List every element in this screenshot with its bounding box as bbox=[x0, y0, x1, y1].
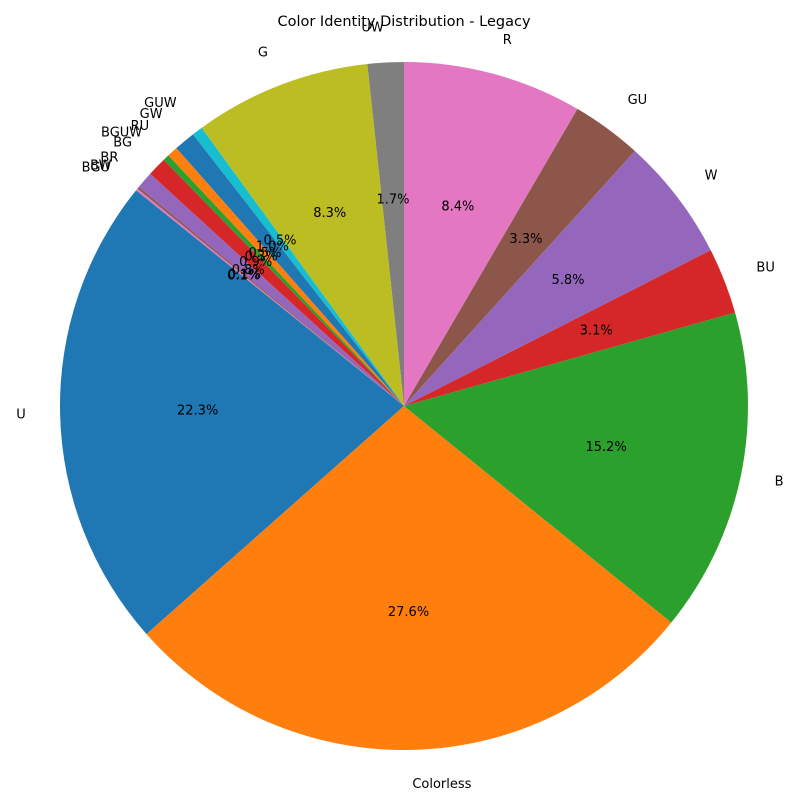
labels-layer: UW1.7%G8.3%GUW0.5%GW1.0%RU0.5%BGUW0.3%BG… bbox=[16, 21, 783, 792]
pie-slice-g bbox=[201, 63, 404, 407]
pie-slice-guw bbox=[192, 127, 404, 406]
pie-slice-r bbox=[404, 62, 578, 406]
slice-label-uw: UW bbox=[361, 21, 384, 36]
pct-label-bgu: 0.1% bbox=[227, 269, 260, 284]
pct-label-br: 0.8% bbox=[232, 263, 265, 278]
pie-slice-w bbox=[404, 151, 711, 406]
pie-slice-bw bbox=[137, 186, 404, 406]
slice-label-bu: BU bbox=[756, 261, 774, 276]
pct-label-gu: 3.3% bbox=[509, 232, 542, 247]
slice-label-br: BR bbox=[100, 150, 118, 165]
pie-slice-b bbox=[404, 312, 748, 623]
pie-slice-u bbox=[59, 190, 405, 635]
pct-label-colorless: 27.6% bbox=[388, 605, 429, 620]
pct-label-bguw: 0.3% bbox=[245, 249, 278, 264]
pct-label-g: 8.3% bbox=[313, 206, 346, 221]
slice-label-gu: GU bbox=[628, 93, 648, 108]
pie-slice-ru bbox=[168, 148, 404, 406]
pct-label-gw: 1.0% bbox=[256, 240, 289, 255]
pie-slice-gu bbox=[404, 108, 635, 406]
slice-label-guw: GUW bbox=[144, 96, 177, 111]
pct-label-ru: 0.5% bbox=[248, 246, 281, 261]
pie-slice-bguw bbox=[163, 155, 404, 406]
slice-label-gw: GW bbox=[140, 107, 163, 122]
slice-label-g: G bbox=[258, 45, 268, 60]
slice-label-bw: BW bbox=[90, 158, 111, 173]
pct-label-bu: 3.1% bbox=[580, 323, 613, 338]
slice-label-b: B bbox=[775, 475, 784, 490]
slice-label-r: R bbox=[503, 33, 512, 48]
pie-slice-bu bbox=[404, 250, 736, 406]
pct-label-guw: 0.5% bbox=[263, 234, 296, 249]
slice-label-w: W bbox=[705, 169, 718, 184]
pct-label-uw: 1.7% bbox=[376, 192, 409, 207]
slices-layer bbox=[59, 62, 748, 750]
pie-slice-bgu bbox=[136, 188, 404, 406]
pct-label-b: 15.2% bbox=[586, 440, 627, 455]
pct-label-bg: 0.9% bbox=[239, 255, 272, 270]
chart-title: Color Identity Distribution - Legacy bbox=[277, 14, 530, 30]
pct-label-r: 8.4% bbox=[441, 199, 474, 214]
pct-label-bw: 0.1% bbox=[228, 268, 261, 283]
pie-slice-colorless bbox=[146, 406, 672, 750]
pie-slice-br bbox=[138, 173, 404, 406]
pie-slice-uw bbox=[367, 62, 404, 406]
slice-label-u: U bbox=[16, 407, 26, 422]
slice-label-bguw: BGUW bbox=[101, 125, 142, 140]
slice-label-bg: BG bbox=[113, 135, 132, 150]
pct-label-u: 22.3% bbox=[177, 403, 218, 418]
slice-label-ru: RU bbox=[131, 119, 150, 134]
slice-label-colorless: Colorless bbox=[412, 777, 471, 792]
slice-label-bgu: BGU bbox=[82, 160, 110, 175]
pie-slice-bg bbox=[150, 159, 404, 406]
pie-slice-gw bbox=[176, 134, 404, 406]
pct-label-w: 5.8% bbox=[551, 273, 584, 288]
